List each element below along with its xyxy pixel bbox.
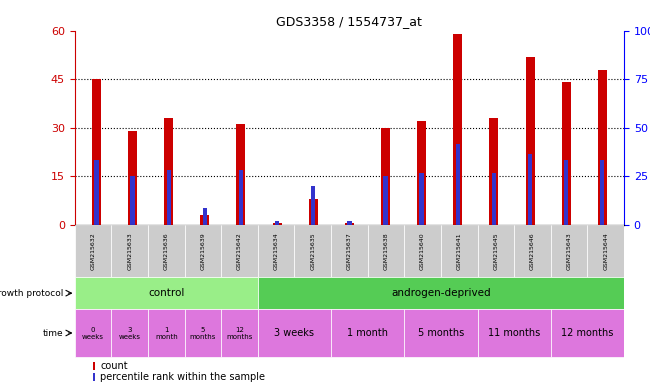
Bar <box>258 225 294 277</box>
Text: 5 months: 5 months <box>418 328 464 338</box>
Bar <box>551 225 588 277</box>
Text: GSM215644: GSM215644 <box>603 232 608 270</box>
Bar <box>128 131 137 225</box>
Bar <box>381 128 390 225</box>
Bar <box>94 160 99 225</box>
Text: 3 weeks: 3 weeks <box>274 328 315 338</box>
Text: GSM215645: GSM215645 <box>493 232 499 270</box>
Text: GSM215637: GSM215637 <box>347 232 352 270</box>
Bar <box>528 154 532 225</box>
Bar <box>239 170 243 225</box>
Bar <box>562 83 571 225</box>
Text: GSM215639: GSM215639 <box>200 232 205 270</box>
Bar <box>258 309 331 357</box>
Text: percentile rank within the sample: percentile rank within the sample <box>100 372 265 382</box>
Bar <box>588 225 624 277</box>
Bar <box>404 309 478 357</box>
Bar <box>221 309 258 357</box>
Bar <box>478 309 551 357</box>
Bar <box>598 70 607 225</box>
Bar <box>272 223 281 225</box>
Text: 12
months: 12 months <box>226 326 253 339</box>
Bar <box>453 34 462 225</box>
Bar <box>294 225 331 277</box>
Bar <box>492 173 496 225</box>
Text: GSM215640: GSM215640 <box>420 232 425 270</box>
Bar <box>166 170 171 225</box>
Text: 1
month: 1 month <box>155 326 177 339</box>
Bar <box>185 309 221 357</box>
Text: GSM215634: GSM215634 <box>274 232 279 270</box>
Bar <box>600 160 604 225</box>
Text: 11 months: 11 months <box>488 328 540 338</box>
Bar <box>75 225 111 277</box>
Bar <box>309 199 318 225</box>
Bar <box>514 225 551 277</box>
Bar <box>185 225 221 277</box>
Text: 3
weeks: 3 weeks <box>119 326 140 339</box>
Text: GSM215643: GSM215643 <box>567 232 571 270</box>
Bar <box>404 225 441 277</box>
Text: androgen-deprived: androgen-deprived <box>391 288 491 298</box>
Bar <box>111 309 148 357</box>
Bar <box>347 222 352 225</box>
Bar <box>489 118 499 225</box>
Bar <box>75 277 258 309</box>
Bar <box>131 176 135 225</box>
Text: GSM215638: GSM215638 <box>384 232 389 270</box>
Bar <box>258 277 624 309</box>
Bar <box>93 362 95 370</box>
Text: 5
months: 5 months <box>190 326 216 339</box>
Text: 0
weeks: 0 weeks <box>82 326 104 339</box>
Bar <box>203 209 207 225</box>
Text: GSM215646: GSM215646 <box>530 232 535 270</box>
Text: GSM215633: GSM215633 <box>127 232 132 270</box>
Bar <box>419 173 424 225</box>
Bar <box>164 118 173 225</box>
Text: GSM215642: GSM215642 <box>237 232 242 270</box>
Bar <box>93 373 95 381</box>
Title: GDS3358 / 1554737_at: GDS3358 / 1554737_at <box>276 15 422 28</box>
Bar <box>456 144 460 225</box>
Bar <box>384 176 387 225</box>
Text: count: count <box>100 361 128 371</box>
Bar <box>311 186 315 225</box>
Bar <box>441 225 478 277</box>
Text: growth protocol: growth protocol <box>0 289 64 298</box>
Bar <box>148 309 185 357</box>
Text: GSM215632: GSM215632 <box>90 232 96 270</box>
Bar <box>75 309 111 357</box>
Bar <box>331 225 368 277</box>
Bar <box>237 124 246 225</box>
Bar <box>526 56 534 225</box>
Text: GSM215636: GSM215636 <box>164 232 169 270</box>
Text: time: time <box>43 328 64 338</box>
Bar <box>200 215 209 225</box>
Bar <box>564 160 568 225</box>
Bar <box>275 222 280 225</box>
Text: 12 months: 12 months <box>561 328 614 338</box>
Bar <box>111 225 148 277</box>
Bar <box>551 309 624 357</box>
Bar <box>92 79 101 225</box>
Bar <box>331 309 404 357</box>
Bar <box>345 223 354 225</box>
Bar <box>368 225 404 277</box>
Text: GSM215641: GSM215641 <box>457 232 462 270</box>
Text: GSM215635: GSM215635 <box>310 232 315 270</box>
Bar <box>221 225 258 277</box>
Bar <box>148 225 185 277</box>
Text: control: control <box>148 288 185 298</box>
Bar <box>478 225 514 277</box>
Text: 1 month: 1 month <box>347 328 388 338</box>
Bar <box>417 121 426 225</box>
